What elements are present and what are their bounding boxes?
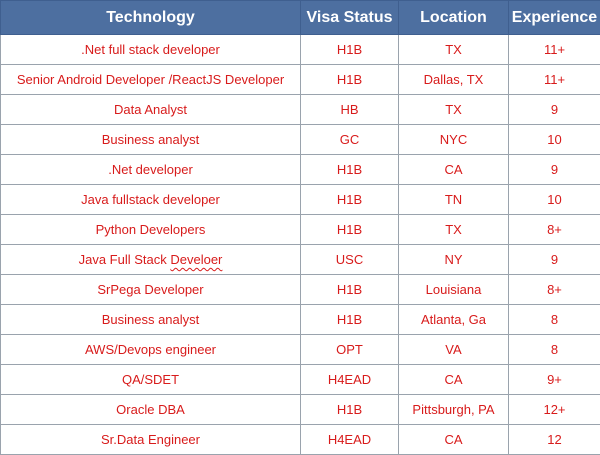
cell-experience: 11+ bbox=[509, 35, 600, 65]
cell-technology: Sr.Data Engineer bbox=[1, 425, 301, 455]
cell-location: Pittsburgh, PA bbox=[399, 395, 509, 425]
cell-experience: 11+ bbox=[509, 65, 600, 95]
table-row: Sr.Data Engineer H4EAD CA 12 bbox=[1, 425, 600, 455]
table-row: QA/SDET H4EAD CA 9+ bbox=[1, 365, 600, 395]
table-row: .Net full stack developer H1B TX 11+ bbox=[1, 35, 600, 65]
misspelled-word: Develoer bbox=[170, 252, 222, 267]
cell-visa-status: H1B bbox=[301, 185, 399, 215]
cell-technology: Python Developers bbox=[1, 215, 301, 245]
cell-experience: 8+ bbox=[509, 215, 600, 245]
table-row: Java Full Stack Develoer USC NY 9 bbox=[1, 245, 600, 275]
cell-visa-status: H1B bbox=[301, 215, 399, 245]
cell-technology: AWS/Devops engineer bbox=[1, 335, 301, 365]
cell-technology: Java Full Stack Develoer bbox=[1, 245, 301, 275]
cell-technology: Business analyst bbox=[1, 125, 301, 155]
cell-visa-status: H4EAD bbox=[301, 425, 399, 455]
cell-visa-status: H1B bbox=[301, 275, 399, 305]
table-row: SrPega Developer H1B Louisiana 8+ bbox=[1, 275, 600, 305]
table-row: .Net developer H1B CA 9 bbox=[1, 155, 600, 185]
cell-location: Atlanta, Ga bbox=[399, 305, 509, 335]
table-row: Java fullstack developer H1B TN 10 bbox=[1, 185, 600, 215]
table-row: Data Analyst HB TX 9 bbox=[1, 95, 600, 125]
cell-location: TN bbox=[399, 185, 509, 215]
cell-visa-status: H1B bbox=[301, 395, 399, 425]
cell-technology: Java fullstack developer bbox=[1, 185, 301, 215]
cell-technology: Data Analyst bbox=[1, 95, 301, 125]
cell-visa-status: H1B bbox=[301, 35, 399, 65]
cell-experience: 12 bbox=[509, 425, 600, 455]
cell-location: CA bbox=[399, 425, 509, 455]
cell-location: VA bbox=[399, 335, 509, 365]
cell-location: Dallas, TX bbox=[399, 65, 509, 95]
table-row: Business analyst GC NYC 10 bbox=[1, 125, 600, 155]
cell-location: TX bbox=[399, 95, 509, 125]
cell-experience: 8+ bbox=[509, 275, 600, 305]
cell-experience: 9 bbox=[509, 95, 600, 125]
cell-technology: QA/SDET bbox=[1, 365, 301, 395]
cell-visa-status: H1B bbox=[301, 65, 399, 95]
cell-visa-status: H1B bbox=[301, 155, 399, 185]
cell-experience: 9+ bbox=[509, 365, 600, 395]
cell-location: CA bbox=[399, 365, 509, 395]
cell-location: NYC bbox=[399, 125, 509, 155]
header-technology: Technology bbox=[1, 1, 301, 35]
cell-visa-status: USC bbox=[301, 245, 399, 275]
cell-location: Louisiana bbox=[399, 275, 509, 305]
cell-experience: 12+ bbox=[509, 395, 600, 425]
cell-location: TX bbox=[399, 215, 509, 245]
cell-location: CA bbox=[399, 155, 509, 185]
cell-location: TX bbox=[399, 35, 509, 65]
cell-visa-status: GC bbox=[301, 125, 399, 155]
cell-technology: Business analyst bbox=[1, 305, 301, 335]
table-row: Python Developers H1B TX 8+ bbox=[1, 215, 600, 245]
table-row: Oracle DBA H1B Pittsburgh, PA 12+ bbox=[1, 395, 600, 425]
cell-experience: 9 bbox=[509, 245, 600, 275]
header-location: Location bbox=[399, 1, 509, 35]
cell-experience: 8 bbox=[509, 305, 600, 335]
cell-visa-status: H1B bbox=[301, 305, 399, 335]
header-experience: Experience bbox=[509, 1, 600, 35]
table-row: Business analyst H1B Atlanta, Ga 8 bbox=[1, 305, 600, 335]
header-visa-status: Visa Status bbox=[301, 1, 399, 35]
cell-visa-status: OPT bbox=[301, 335, 399, 365]
cell-location: NY bbox=[399, 245, 509, 275]
cell-visa-status: HB bbox=[301, 95, 399, 125]
cell-experience: 9 bbox=[509, 155, 600, 185]
table-row: AWS/Devops engineer OPT VA 8 bbox=[1, 335, 600, 365]
cell-visa-status: H4EAD bbox=[301, 365, 399, 395]
table-row: Senior Android Developer /ReactJS Develo… bbox=[1, 65, 600, 95]
header-row: Technology Visa Status Location Experien… bbox=[1, 1, 600, 35]
cell-technology: .Net developer bbox=[1, 155, 301, 185]
cell-experience: 10 bbox=[509, 185, 600, 215]
cell-experience: 8 bbox=[509, 335, 600, 365]
cell-technology: SrPega Developer bbox=[1, 275, 301, 305]
cell-technology: .Net full stack developer bbox=[1, 35, 301, 65]
technology-text: Java Full Stack bbox=[79, 252, 171, 267]
cell-technology: Senior Android Developer /ReactJS Develo… bbox=[1, 65, 301, 95]
cell-technology: Oracle DBA bbox=[1, 395, 301, 425]
cell-experience: 10 bbox=[509, 125, 600, 155]
